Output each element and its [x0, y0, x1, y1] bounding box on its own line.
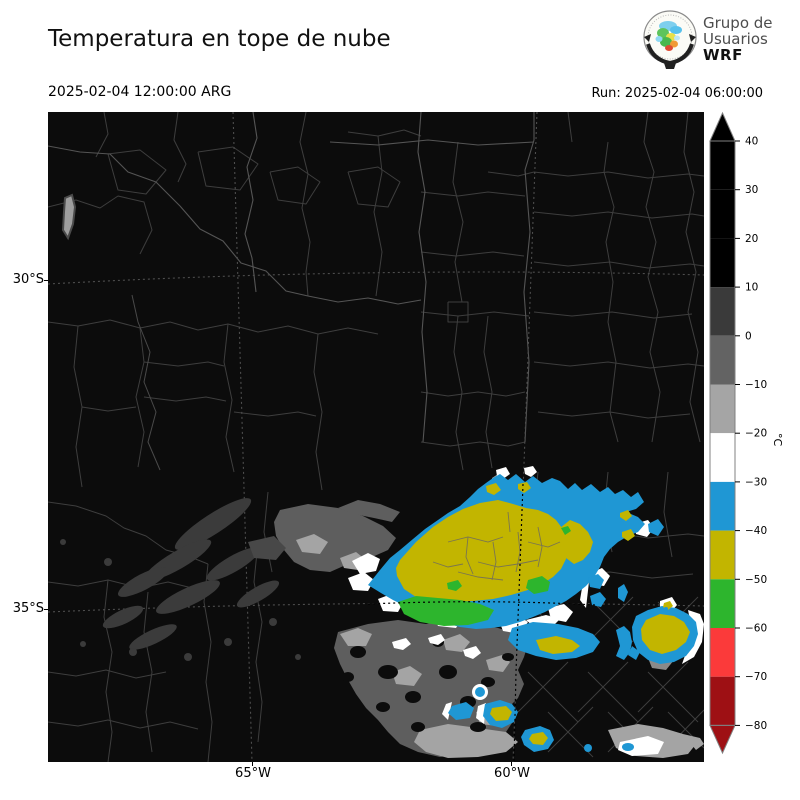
svg-text:30: 30 [745, 184, 758, 196]
cloud-top-temperature-map [47, 111, 705, 763]
lon-label-60w: 60°W [494, 766, 530, 781]
colorbar-segments [709, 111, 736, 755]
colorbar-unit-label: °C [771, 433, 784, 447]
colorbar-ticks [735, 140, 740, 726]
lat-label-30s: 30°S [12, 272, 44, 287]
svg-text:−10: −10 [745, 379, 767, 391]
x-tick-60w [511, 762, 512, 766]
province-boundaries [47, 111, 535, 443]
wrf-logo: Grupo de Usuarios WRF [641, 8, 796, 70]
svg-text:0: 0 [745, 330, 752, 342]
logo-line-3: WRF [703, 46, 743, 64]
x-tick-65w [252, 762, 253, 766]
lat-label-35s: 35°S [12, 601, 44, 616]
svg-text:−50: −50 [745, 574, 767, 586]
colorbar-svg: 40 30 20 10 0 −10 −20 −30 −40 −50 −60 −7… [709, 111, 784, 755]
svg-text:−30: −30 [745, 476, 767, 488]
svg-text:10: 10 [745, 282, 758, 294]
gridline-35s-over-cloud [367, 601, 597, 606]
svg-text:−20: −20 [745, 428, 767, 440]
page-title: Temperatura en tope de nube [48, 26, 391, 52]
lon-label-65w: 65°W [235, 766, 271, 781]
colorbar: 40 30 20 10 0 −10 −20 −30 −40 −50 −60 −7… [700, 100, 800, 780]
gridline-60w [512, 111, 538, 763]
department-boundaries [47, 111, 705, 763]
colorbar-tick-labels: 40 30 20 10 0 −10 −20 −30 −40 −50 −60 −7… [745, 136, 767, 732]
y-tick-30s [44, 280, 48, 281]
svg-text:−70: −70 [745, 671, 767, 683]
logo-line-2: Usuarios [703, 30, 768, 48]
svg-text:20: 20 [745, 233, 758, 245]
logo-line-1: Grupo de [703, 14, 773, 32]
svg-text:−60: −60 [745, 623, 767, 635]
run-time-label: Run: 2025-02-04 06:00:00 [591, 86, 763, 101]
map-figure [47, 111, 705, 763]
svg-text:40: 40 [745, 136, 758, 148]
graticule-gridlines [47, 111, 705, 763]
cloud-field [60, 193, 704, 763]
logo-satellite-mosaic [655, 21, 682, 51]
logo-text: Grupo de Usuarios WRF [703, 15, 773, 63]
gridline-65w [232, 111, 253, 763]
y-tick-35s [44, 609, 48, 610]
valid-time-label: 2025-02-04 12:00:00 ARG [48, 84, 232, 100]
svg-text:−80: −80 [745, 720, 767, 732]
svg-text:−40: −40 [745, 525, 767, 537]
wrf-logo-icon [643, 10, 697, 69]
